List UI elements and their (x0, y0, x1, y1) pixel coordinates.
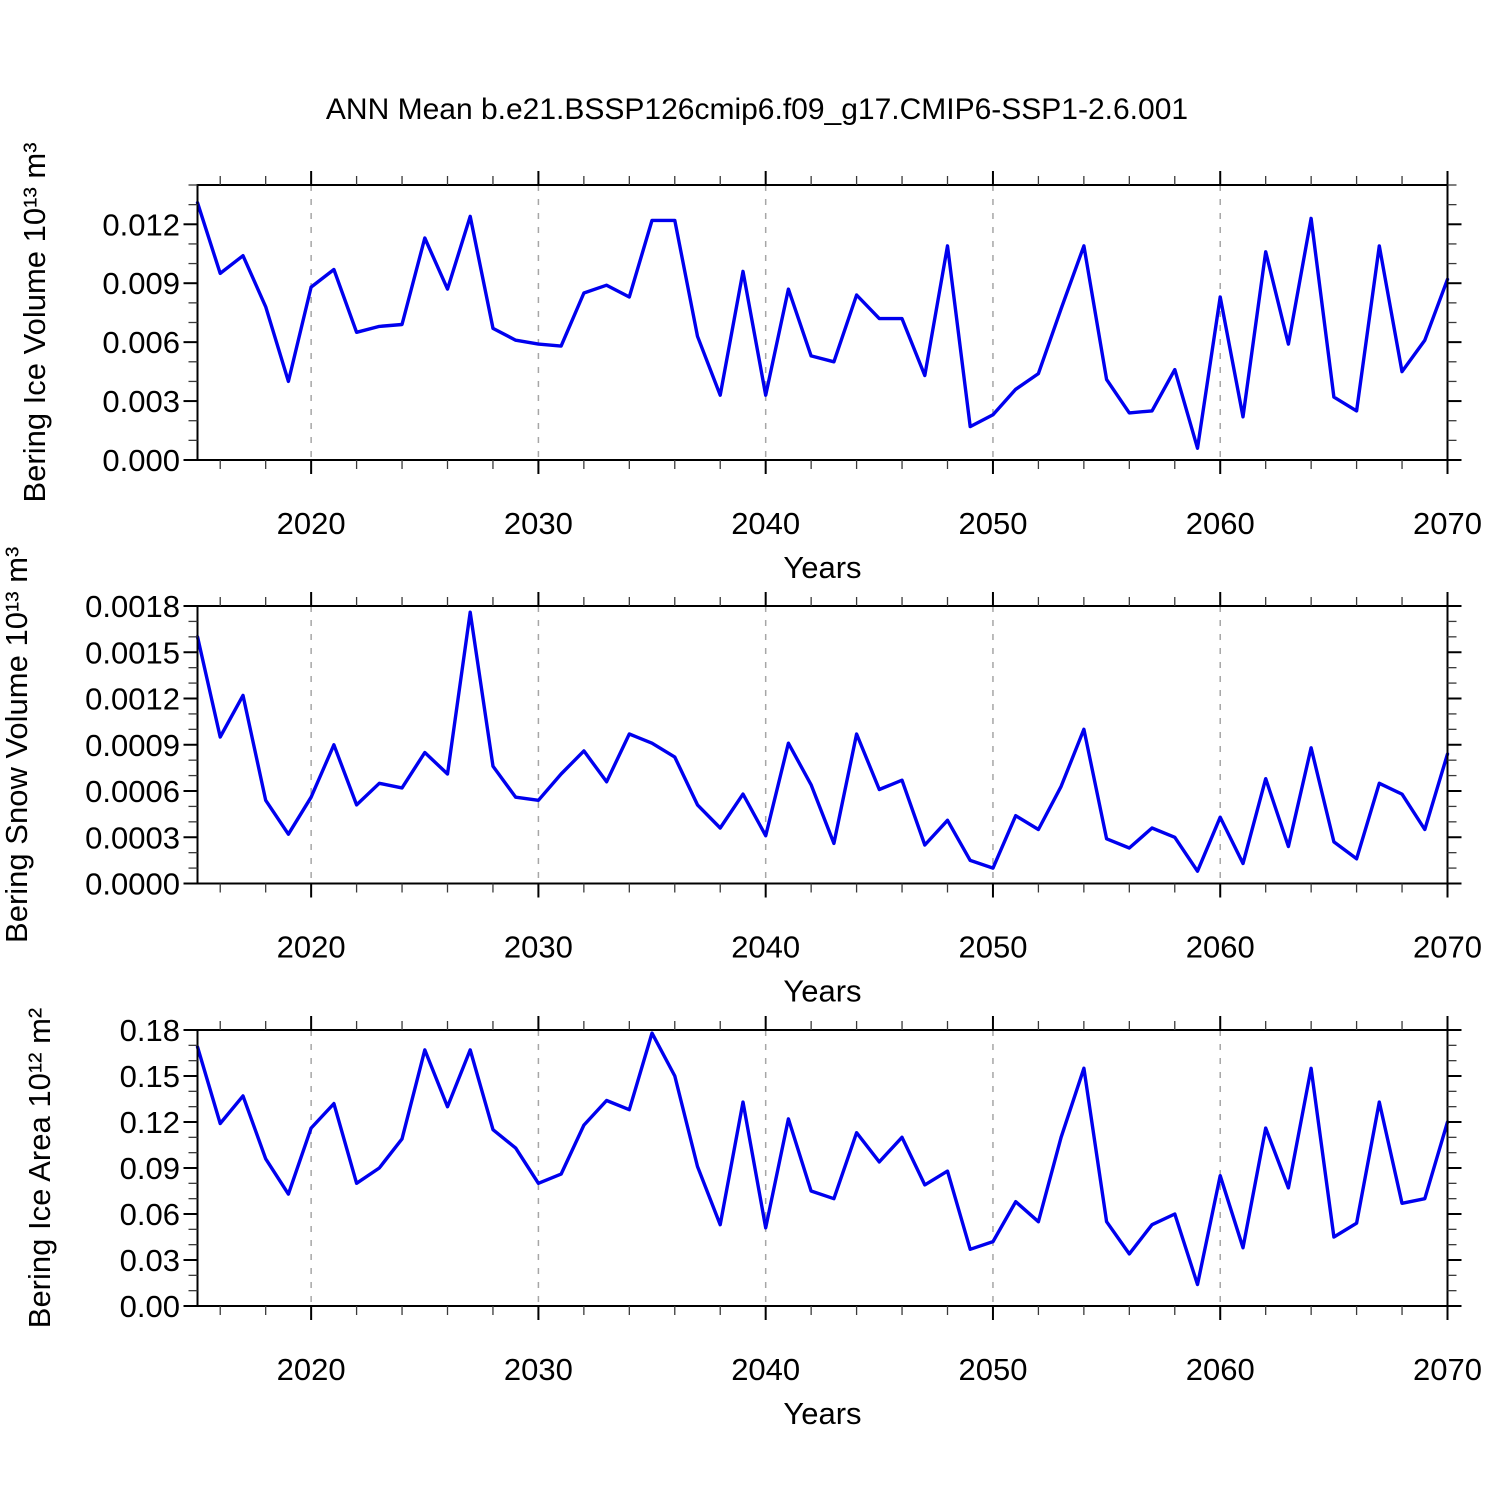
x-tick-label: 2070 (1413, 1352, 1482, 1387)
y-tick-label: 0.15 (120, 1059, 180, 1094)
plot-frame (196, 184, 1449, 461)
y-tick-label: 0.012 (102, 207, 180, 242)
x-tick-label: 2070 (1413, 930, 1482, 965)
x-axis-title: Years (783, 974, 861, 1009)
y-tick-label: 0.0003 (85, 820, 180, 855)
y-axis-title-ice-area: Bering Ice Area 10¹² m² (22, 1008, 57, 1328)
x-axis-title: Years (783, 550, 861, 585)
series-line (195, 200, 1450, 450)
y-tick-label: 0.06 (120, 1197, 180, 1232)
panel-snow-volume: 2020 2030 2040 2050 2060 2070 0.0000 0.0003 0.00… (85, 589, 1482, 1009)
x-tick-label: 2050 (958, 930, 1027, 965)
y-axis-title-snow-volume: Bering Snow Volume 10¹³ m³ (0, 547, 34, 943)
panel-ice-area: 2020 2030 2040 2050 2060 2070 0.00 0.03 0.06 0.09… (120, 1013, 1482, 1431)
series-line (195, 610, 1450, 873)
x-tick-label: 2030 (504, 930, 573, 965)
plot-frame (196, 605, 1449, 885)
plot-frame (196, 1029, 1449, 1307)
panel-ice-volume: 2020 2030 2040 2050 2060 2070 0.000 0.003 0.006 0… (102, 171, 1482, 585)
y-tick-label: 0.0006 (85, 774, 180, 809)
y-tick-label: 0.0015 (85, 635, 180, 670)
y-tick-label: 0.000 (102, 443, 180, 478)
x-tick-label: 2060 (1186, 1352, 1255, 1387)
y-tick-label: 0.003 (102, 384, 180, 419)
y-tick-label: 0.03 (120, 1243, 180, 1278)
figure-title: ANN Mean b.e21.BSSP126cmip6.f09_g17.CMIP… (326, 93, 1188, 126)
y-tick-label: 0.0012 (85, 682, 180, 717)
y-tick-label: 0.006 (102, 325, 180, 360)
x-tick-label: 2050 (958, 1352, 1027, 1387)
x-tick-label: 2060 (1186, 930, 1255, 965)
x-tick-label: 2050 (958, 506, 1027, 541)
x-tick-label: 2040 (731, 506, 800, 541)
x-tick-label: 2020 (277, 506, 346, 541)
y-tick-label: 0.0018 (85, 589, 180, 624)
y-tick-label: 0.00 (120, 1289, 180, 1324)
y-tick-label: 0.09 (120, 1151, 180, 1186)
y-tick-label: 0.0000 (85, 867, 180, 902)
y-axis-title-ice-volume: Bering Ice Volume 10¹³ m³ (17, 142, 52, 502)
y-tick-label: 0.12 (120, 1105, 180, 1140)
series-line (195, 1031, 1450, 1287)
x-axis-title: Years (783, 1396, 861, 1431)
x-tick-label: 2040 (731, 1352, 800, 1387)
x-tick-label: 2040 (731, 930, 800, 965)
y-tick-label: 0.009 (102, 266, 180, 301)
y-tick-label: 0.18 (120, 1013, 180, 1048)
y-tick-label: 0.0009 (85, 728, 180, 763)
x-tick-label: 2020 (277, 930, 346, 965)
x-tick-label: 2020 (277, 1352, 346, 1387)
x-tick-label: 2030 (504, 1352, 573, 1387)
x-tick-label: 2060 (1186, 506, 1255, 541)
x-tick-label: 2070 (1413, 506, 1482, 541)
x-tick-label: 2030 (504, 506, 573, 541)
